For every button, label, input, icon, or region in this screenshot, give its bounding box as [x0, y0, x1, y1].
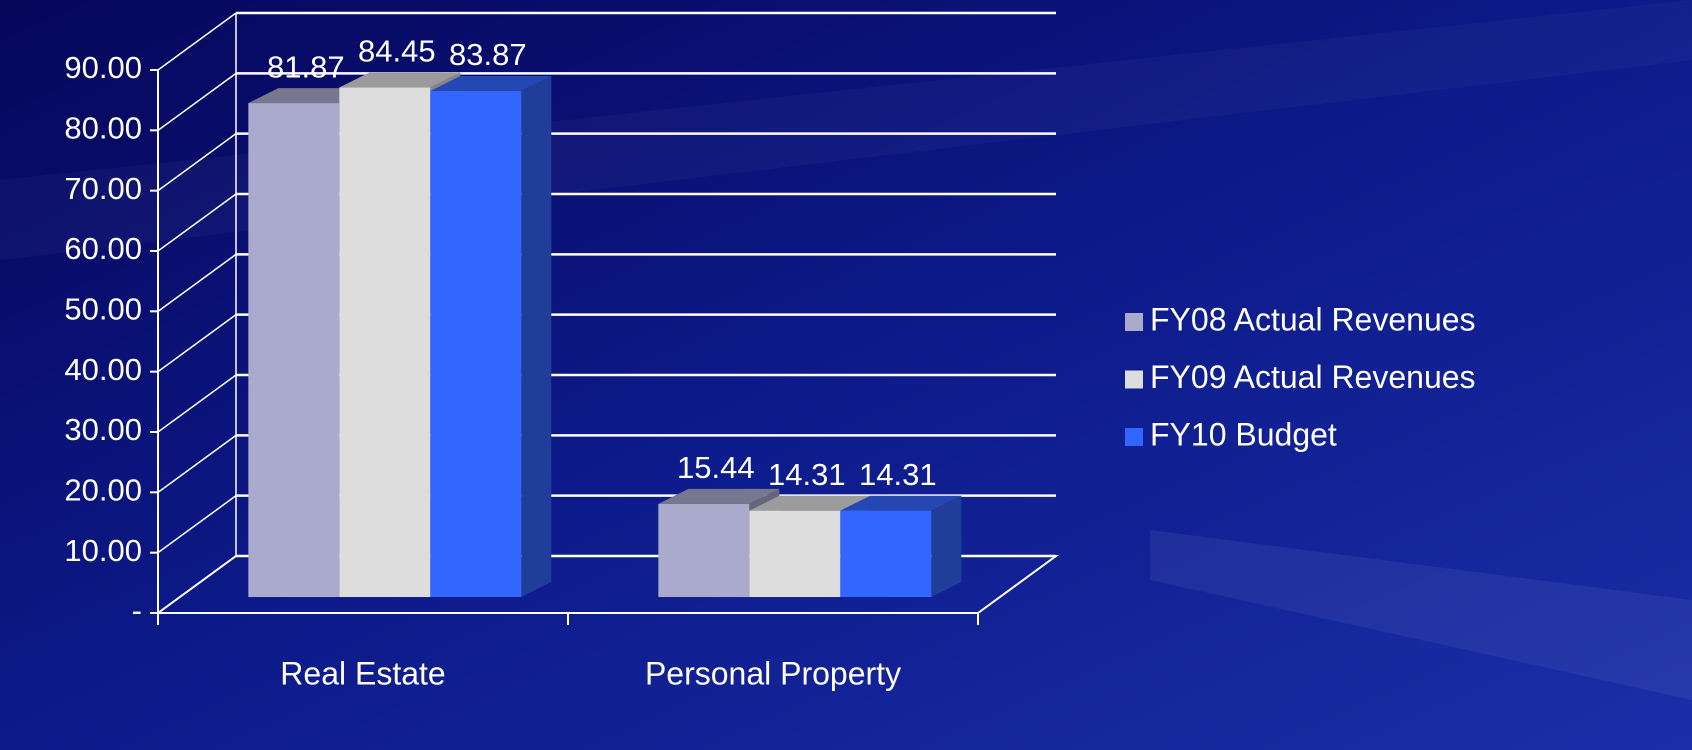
depth-line	[157, 434, 237, 493]
y-tick-label: 90.00	[64, 50, 142, 85]
bar-top	[749, 495, 871, 511]
depth-line	[157, 555, 237, 614]
depth-line	[157, 133, 237, 192]
depth-line	[157, 12, 237, 71]
bar-top	[430, 76, 552, 92]
y-tick-label: 30.00	[64, 412, 142, 447]
value-label: 14.31	[768, 457, 846, 492]
depth-line	[157, 374, 237, 433]
bar-top	[248, 88, 370, 104]
bar-top	[339, 72, 461, 88]
bar	[749, 510, 841, 598]
y-tick-label: 50.00	[64, 292, 142, 327]
legend-swatch	[1125, 370, 1143, 389]
y-tick-label: 10.00	[64, 533, 142, 568]
bar-top	[658, 488, 780, 504]
bar-side	[521, 76, 552, 598]
y-tick-label: -	[132, 593, 142, 628]
depth-line	[157, 253, 237, 312]
legend-label: FY08 Actual Revenues	[1150, 301, 1476, 337]
depth-line	[157, 193, 237, 252]
x-tick-label: Real Estate	[280, 655, 445, 691]
value-label: 15.44	[677, 450, 755, 485]
legend-label: FY10 Budget	[1150, 416, 1337, 452]
bar	[430, 91, 522, 598]
y-tick-label: 80.00	[64, 111, 142, 146]
y-tick-label: 40.00	[64, 352, 142, 387]
bar-top	[840, 495, 962, 511]
y-tick-label: 20.00	[64, 473, 142, 508]
bar	[658, 503, 750, 598]
bar	[339, 87, 431, 598]
value-label: 84.45	[358, 34, 436, 69]
depth-line	[157, 72, 237, 131]
legend-swatch	[1125, 428, 1143, 446]
y-tick-label: 70.00	[64, 171, 142, 206]
bar	[248, 103, 340, 598]
x-tick-label: Personal Property	[645, 655, 901, 691]
bar	[840, 510, 932, 598]
value-label: 83.87	[449, 37, 527, 72]
depth-line	[157, 314, 237, 373]
depth-line	[157, 495, 237, 554]
bar-side	[931, 495, 962, 598]
background-ray	[1150, 530, 1692, 700]
legend-label: FY09 Actual Revenues	[1150, 359, 1476, 395]
y-tick-label: 60.00	[64, 231, 142, 266]
value-label: 81.87	[267, 49, 345, 84]
value-label: 14.31	[859, 457, 937, 492]
legend-swatch	[1125, 313, 1143, 331]
